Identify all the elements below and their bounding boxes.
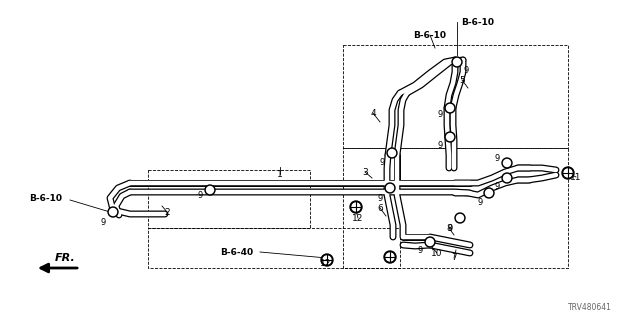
Circle shape	[564, 169, 572, 177]
Text: TRV480641: TRV480641	[568, 303, 612, 313]
Circle shape	[456, 214, 463, 221]
Circle shape	[207, 187, 214, 194]
Circle shape	[109, 209, 116, 215]
Circle shape	[504, 159, 511, 166]
Circle shape	[502, 173, 512, 183]
Circle shape	[447, 133, 454, 140]
Circle shape	[445, 103, 455, 113]
Text: B-6-10: B-6-10	[29, 194, 63, 203]
Text: 11: 11	[570, 172, 582, 181]
Text: 12: 12	[352, 213, 364, 222]
Text: 1: 1	[277, 170, 283, 179]
Text: B-6-10: B-6-10	[461, 18, 495, 27]
Circle shape	[484, 188, 494, 198]
Text: 9: 9	[417, 245, 422, 254]
Text: 9: 9	[437, 109, 443, 118]
Circle shape	[452, 57, 462, 67]
Text: FR.: FR.	[54, 253, 76, 263]
Text: 4: 4	[370, 108, 376, 117]
Text: 7: 7	[451, 253, 457, 262]
Text: 3: 3	[362, 167, 368, 177]
Circle shape	[352, 203, 360, 211]
Text: 12: 12	[320, 260, 332, 268]
Text: 6: 6	[377, 204, 383, 212]
Text: 5: 5	[459, 76, 465, 84]
Text: 10: 10	[431, 249, 443, 258]
Circle shape	[321, 254, 333, 266]
Text: 9: 9	[380, 157, 385, 166]
Circle shape	[350, 201, 362, 213]
Text: 9: 9	[463, 66, 468, 75]
Circle shape	[108, 207, 118, 217]
Text: 9: 9	[447, 223, 452, 233]
Circle shape	[385, 183, 395, 193]
Circle shape	[205, 185, 215, 195]
Text: 9: 9	[100, 218, 106, 227]
Circle shape	[323, 256, 331, 264]
Circle shape	[384, 251, 396, 263]
Circle shape	[426, 238, 433, 245]
Circle shape	[562, 167, 574, 179]
Text: 8: 8	[446, 223, 452, 233]
Circle shape	[502, 158, 512, 168]
Text: 9: 9	[437, 140, 443, 149]
Text: 9: 9	[494, 181, 500, 190]
Circle shape	[454, 59, 461, 66]
Circle shape	[387, 185, 394, 191]
Text: B-6-10: B-6-10	[413, 30, 447, 39]
Circle shape	[455, 213, 465, 223]
Circle shape	[425, 237, 435, 247]
Circle shape	[447, 105, 454, 111]
Circle shape	[504, 174, 511, 181]
Circle shape	[388, 149, 396, 156]
Text: B-6-40: B-6-40	[220, 247, 253, 257]
Circle shape	[387, 148, 397, 158]
Text: 9: 9	[477, 197, 483, 206]
Circle shape	[486, 189, 493, 196]
Text: 9: 9	[494, 154, 500, 163]
Text: 9: 9	[197, 190, 203, 199]
Text: 2: 2	[164, 207, 170, 217]
Text: 9: 9	[378, 194, 383, 203]
Circle shape	[445, 132, 455, 142]
Circle shape	[386, 253, 394, 261]
